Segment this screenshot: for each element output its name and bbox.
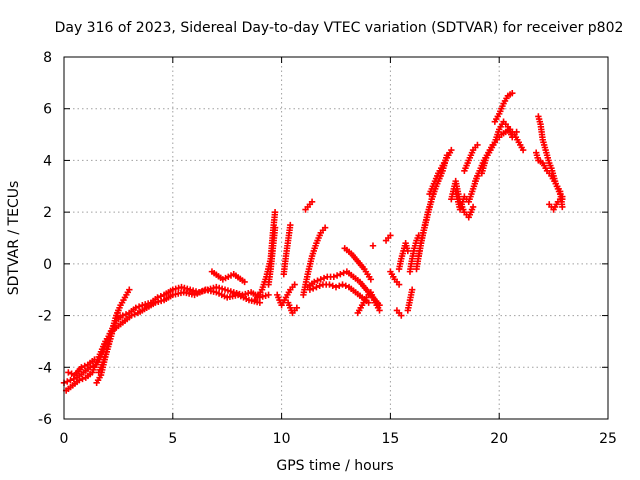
chart-title: Day 316 of 2023, Sidereal Day-to-day VTE… <box>55 20 624 36</box>
y-tick-labels: -6 -4 -2 0 2 4 6 8 <box>38 50 52 428</box>
data-point <box>321 224 329 231</box>
data-point <box>79 375 86 383</box>
data-point <box>398 312 405 319</box>
data-point <box>271 208 279 216</box>
grid <box>64 57 608 419</box>
data-point <box>387 232 394 239</box>
data-point <box>135 303 143 310</box>
data-point <box>65 369 72 376</box>
data-point <box>91 356 98 363</box>
data-point <box>256 299 264 306</box>
y-tick-label: 2 <box>43 205 52 221</box>
data-point <box>320 274 328 282</box>
data-point <box>337 271 344 278</box>
data-point <box>67 377 74 384</box>
data-point <box>76 377 83 384</box>
data-point <box>404 247 412 255</box>
x-tick-label: 20 <box>490 431 508 447</box>
data-point <box>311 278 318 286</box>
data-point <box>448 146 455 154</box>
data-point <box>132 304 140 312</box>
data-point <box>64 378 71 385</box>
data-point <box>376 307 383 314</box>
data-point <box>333 272 341 279</box>
x-tick-label: 10 <box>273 431 291 447</box>
data-point <box>332 283 340 291</box>
data-point <box>474 141 481 149</box>
data-point <box>306 286 314 293</box>
data-point <box>265 291 272 299</box>
data-point <box>309 285 317 292</box>
data-point <box>81 362 88 370</box>
data-point <box>293 304 301 312</box>
data-point <box>369 242 377 249</box>
data-point <box>340 269 347 277</box>
x-tick-label: 25 <box>599 431 617 447</box>
plot-frame <box>63 56 609 420</box>
data-point <box>469 203 477 211</box>
data-point <box>509 90 516 97</box>
data-point <box>367 276 375 283</box>
data-point <box>271 224 279 231</box>
data-point <box>128 312 135 319</box>
y-tick-label: 0 <box>43 257 52 273</box>
data-point <box>308 198 316 205</box>
axis-ticks <box>63 56 609 420</box>
data-point <box>336 282 343 290</box>
y-tick-label: -2 <box>38 309 52 325</box>
x-tick-labels: 0 5 10 15 20 25 <box>60 431 617 447</box>
x-tick-label: 0 <box>60 431 69 447</box>
data-point <box>70 375 77 383</box>
data-point <box>329 282 336 290</box>
data-point <box>126 286 133 293</box>
data-point <box>78 364 85 371</box>
data-point <box>122 311 130 318</box>
data-point <box>119 312 126 319</box>
data-point <box>287 221 294 229</box>
data-point <box>408 286 416 293</box>
data-point <box>559 193 566 200</box>
y-tick-label: 8 <box>43 50 52 66</box>
data-point <box>326 281 333 288</box>
x-axis-label: GPS time / hours <box>276 458 393 474</box>
x-tick-label: 5 <box>168 431 177 447</box>
data-point <box>513 128 520 136</box>
data-points <box>60 90 566 394</box>
data-point <box>317 276 324 283</box>
y-tick-label: -4 <box>38 360 52 376</box>
data-point <box>313 283 320 291</box>
y-tick-label: 4 <box>43 153 52 169</box>
y-tick-label: -6 <box>38 412 52 428</box>
data-point <box>330 273 338 280</box>
data-point <box>314 277 321 284</box>
data-point <box>115 307 122 314</box>
data-point <box>241 278 248 286</box>
y-tick-label: 6 <box>43 102 52 118</box>
y-axis-label: SDTVAR / TECUs <box>6 181 22 296</box>
data-point <box>559 203 566 211</box>
data-point <box>342 282 349 290</box>
data-point <box>395 281 403 288</box>
data-point <box>339 281 346 288</box>
data-point <box>519 146 527 154</box>
data-point <box>316 282 323 290</box>
data-point <box>291 281 298 288</box>
x-tick-label: 15 <box>381 431 399 447</box>
data-point <box>131 311 138 318</box>
